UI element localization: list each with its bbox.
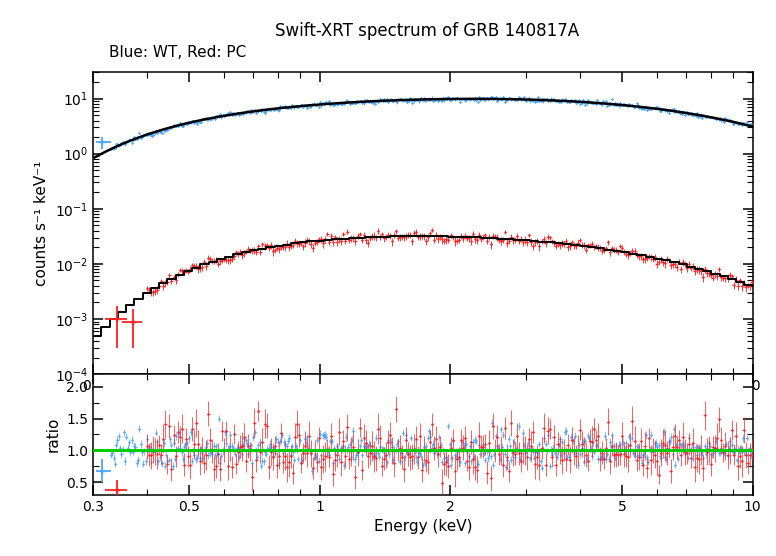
X-axis label: Energy (keV): Energy (keV): [374, 519, 472, 534]
Text: Blue: WT, Red: PC: Blue: WT, Red: PC: [109, 46, 246, 60]
Y-axis label: counts s⁻¹ keV⁻¹: counts s⁻¹ keV⁻¹: [34, 161, 49, 286]
Y-axis label: ratio: ratio: [46, 417, 61, 452]
Text: Swift-XRT spectrum of GRB 140817A: Swift-XRT spectrum of GRB 140817A: [275, 22, 579, 39]
